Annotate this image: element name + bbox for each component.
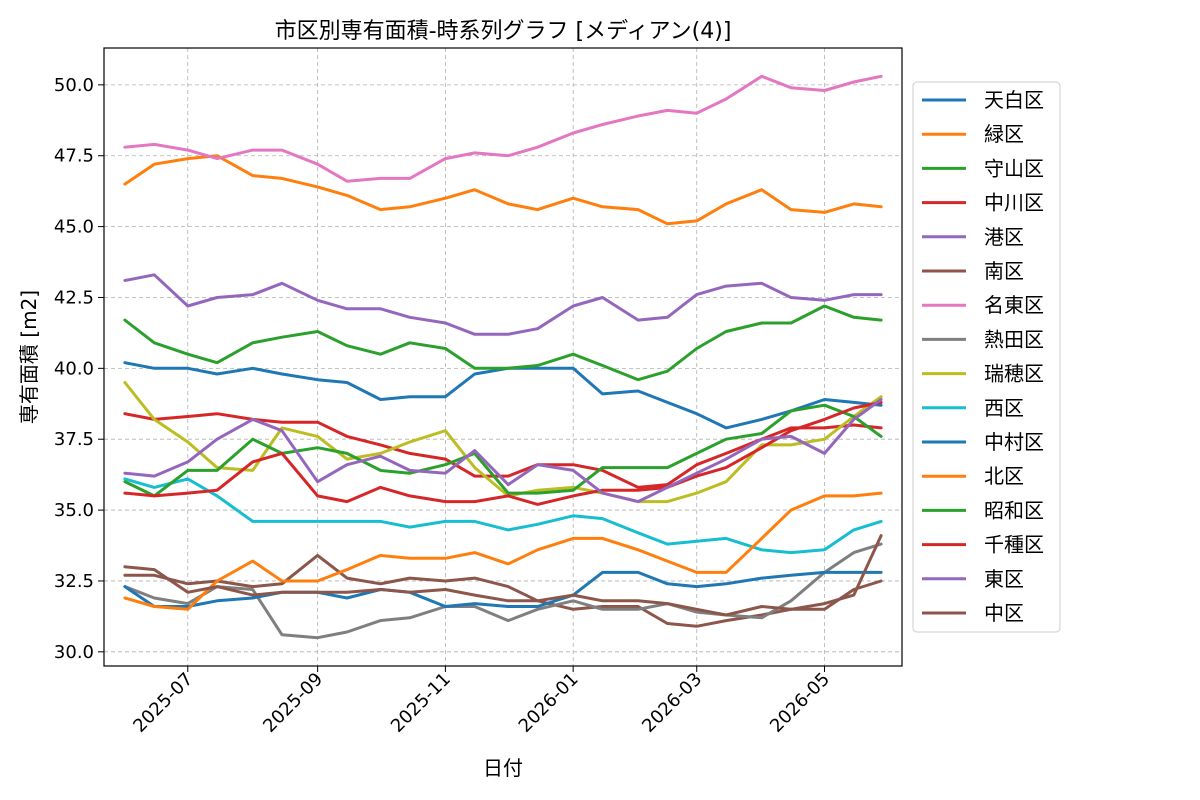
series-line [123,398,883,504]
y-tick-label: 40.0 [54,358,94,379]
y-tick-label: 47.5 [54,146,94,167]
y-axis-label: 専有面積 [m2] [17,290,41,424]
series-line [123,491,883,611]
legend-label: 東区 [984,567,1024,591]
x-axis: 2025-07 2025-09 2025-11 2026-01 2026-03 2026-… [129,666,834,737]
y-tick-label: 37.5 [54,429,94,450]
series-line [123,553,883,628]
y-tick-label: 45.0 [54,217,94,238]
legend-label: 中区 [984,601,1024,625]
legend-label: 熱田区 [984,327,1044,351]
x-tick-label: 2026-01 [515,669,583,737]
legend-label: 天白区 [984,88,1044,112]
legend-label: 千種区 [984,533,1044,557]
chart-title: 市区別専有面積-時系列グラフ [メディアン(4)] [275,19,732,44]
series-line [123,154,883,226]
legend-label: 瑞穂区 [984,362,1044,386]
legend-label: 守山区 [984,156,1044,180]
legend-label: 北区 [984,464,1024,488]
y-tick-label: 42.5 [54,287,94,308]
y-tick-label: 30.0 [54,642,94,663]
legend-label: 港区 [984,225,1024,249]
x-tick-label: 2025-11 [387,669,455,737]
series-layer [123,74,883,640]
legend-label: 昭和区 [984,498,1044,522]
x-axis-label: 日付 [483,756,523,780]
series-line [123,534,883,617]
legend-label: 名東区 [984,293,1044,317]
series-line [123,304,883,382]
y-tick-label: 32.5 [54,571,94,592]
legend-label: 西区 [984,396,1024,420]
x-tick-label: 2025-09 [259,669,327,737]
series-line [123,381,883,504]
series-line [123,477,883,555]
x-tick-label: 2026-03 [638,669,706,737]
legend-box [912,81,1061,633]
legend-label: 南区 [984,259,1024,283]
series-line [123,570,883,608]
series-line [123,400,883,506]
x-tick-label: 2025-07 [129,669,197,737]
y-tick-label: 50.0 [54,75,94,96]
series-line [123,273,883,336]
grid [104,48,902,666]
series-line [123,542,883,640]
legend: 天白区緑区守山区中川区港区南区名東区熱田区瑞穂区西区中村区北区昭和区千種区東区中… [912,81,1061,633]
legend-label: 緑区 [984,122,1024,146]
series-line [123,403,883,498]
y-axis: 30.0 32.5 35.0 37.5 40.0 42.5 45.0 47.5 50.0 [54,75,104,663]
y-tick-label: 35.0 [54,500,94,521]
plot-frame [103,47,903,667]
legend-label: 中村区 [984,430,1044,454]
series-line [123,74,883,183]
x-tick-label: 2026-05 [766,669,834,737]
legend-label: 中川区 [984,191,1044,215]
